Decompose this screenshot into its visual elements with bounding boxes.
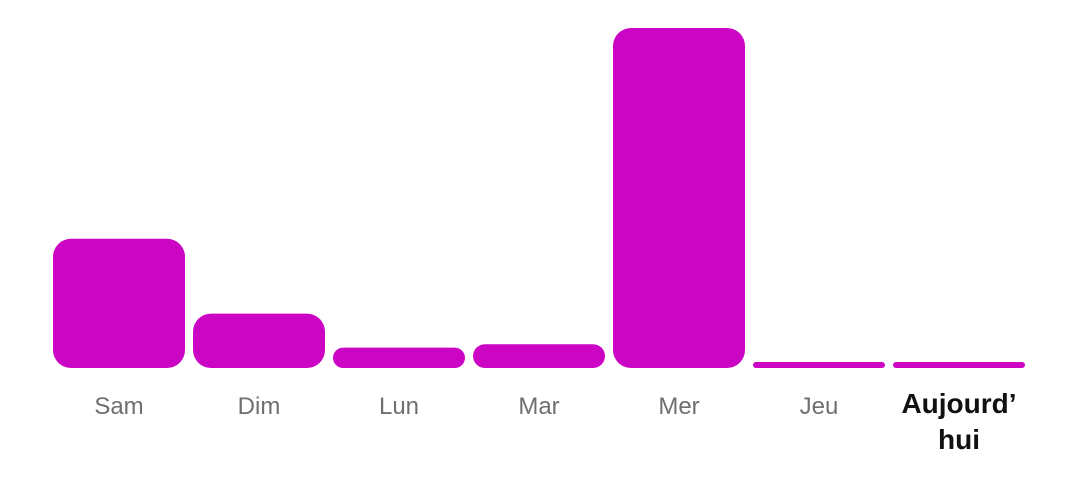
x-tick-label-1: Sam [94,393,143,420]
x-tick-label-6: Jeu [800,393,839,420]
bar-3[interactable] [333,347,465,368]
x-tick-label-3: Lun [379,393,419,420]
bar-5[interactable] [613,28,745,368]
x-tick-label-7: Aujourd’ hui [901,388,1016,455]
bar-4[interactable] [473,344,605,368]
bars-group [53,28,1025,368]
bar-2[interactable] [193,313,325,368]
x-tick-labels: Sam Dim Lun Mar Mer Jeu Aujourd’ hui [94,388,1016,455]
bar-1[interactable] [53,238,185,368]
bar-7[interactable] [893,362,1025,368]
x-tick-label-2: Dim [238,393,281,420]
x-tick-label-4: Mar [518,393,559,420]
x-tick-label-5: Mer [658,393,699,420]
bar-6[interactable] [753,362,885,368]
